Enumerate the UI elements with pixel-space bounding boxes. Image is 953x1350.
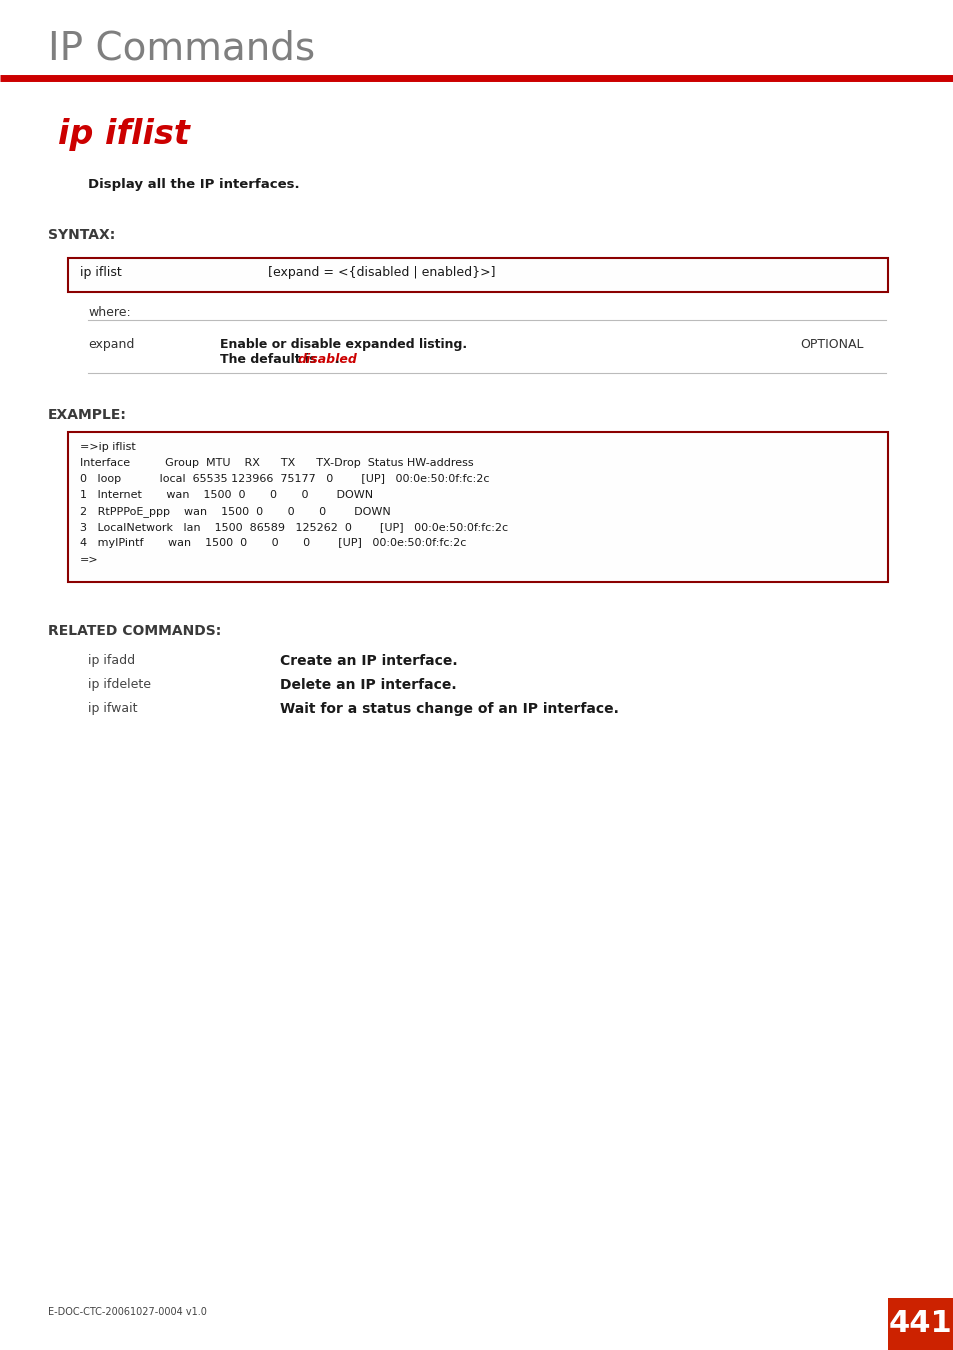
Text: ip ifadd: ip ifadd: [88, 653, 135, 667]
Text: Wait for a status change of an IP interface.: Wait for a status change of an IP interf…: [280, 702, 618, 716]
Text: where:: where:: [88, 306, 131, 319]
FancyBboxPatch shape: [68, 432, 887, 582]
FancyBboxPatch shape: [887, 1297, 953, 1350]
Text: ip ifwait: ip ifwait: [88, 702, 137, 716]
Text: =>ip iflist: =>ip iflist: [80, 441, 135, 452]
Text: OPTIONAL: OPTIONAL: [800, 338, 862, 351]
Text: disabled: disabled: [297, 352, 356, 366]
Text: 2   RtPPPoE_ppp    wan    1500  0       0       0        DOWN: 2 RtPPPoE_ppp wan 1500 0 0 0 DOWN: [80, 506, 391, 517]
Text: IP Commands: IP Commands: [48, 30, 314, 68]
Text: SYNTAX:: SYNTAX:: [48, 228, 115, 242]
Text: ip iflist: ip iflist: [80, 266, 122, 279]
Text: 441: 441: [888, 1310, 952, 1338]
Text: E-DOC-CTC-20061027-0004 v1.0: E-DOC-CTC-20061027-0004 v1.0: [48, 1307, 207, 1318]
Text: EXAMPLE:: EXAMPLE:: [48, 408, 127, 423]
Text: Enable or disable expanded listing.: Enable or disable expanded listing.: [220, 338, 467, 351]
Text: 4   myIPintf       wan    1500  0       0       0        [UP]   00:0e:50:0f:fc:2: 4 myIPintf wan 1500 0 0 0 [UP] 00:0e:50:…: [80, 539, 466, 548]
Text: =>: =>: [80, 554, 98, 564]
Text: ip iflist: ip iflist: [58, 117, 190, 151]
Text: 3   LocalNetwork   lan    1500  86589   125262  0        [UP]   00:0e:50:0f:fc:2: 3 LocalNetwork lan 1500 86589 125262 0 […: [80, 522, 508, 532]
Text: Delete an IP interface.: Delete an IP interface.: [280, 678, 456, 693]
Text: Display all the IP interfaces.: Display all the IP interfaces.: [88, 178, 299, 190]
Text: 1   Internet       wan    1500  0       0       0        DOWN: 1 Internet wan 1500 0 0 0 DOWN: [80, 490, 373, 500]
Text: RELATED COMMANDS:: RELATED COMMANDS:: [48, 624, 221, 639]
Text: [expand = <{disabled | enabled}>]: [expand = <{disabled | enabled}>]: [268, 266, 495, 279]
Text: Create an IP interface.: Create an IP interface.: [280, 653, 457, 668]
Text: .: .: [335, 352, 339, 366]
Text: The default is: The default is: [220, 352, 320, 366]
Text: Interface          Group  MTU    RX      TX      TX-Drop  Status HW-address: Interface Group MTU RX TX TX-Drop Status…: [80, 458, 473, 468]
Text: 0   loop           local  65535 123966  75177   0        [UP]   00:0e:50:0f:fc:2: 0 loop local 65535 123966 75177 0 [UP] 0…: [80, 474, 489, 485]
Text: expand: expand: [88, 338, 134, 351]
FancyBboxPatch shape: [68, 258, 887, 292]
Text: ip ifdelete: ip ifdelete: [88, 678, 151, 691]
